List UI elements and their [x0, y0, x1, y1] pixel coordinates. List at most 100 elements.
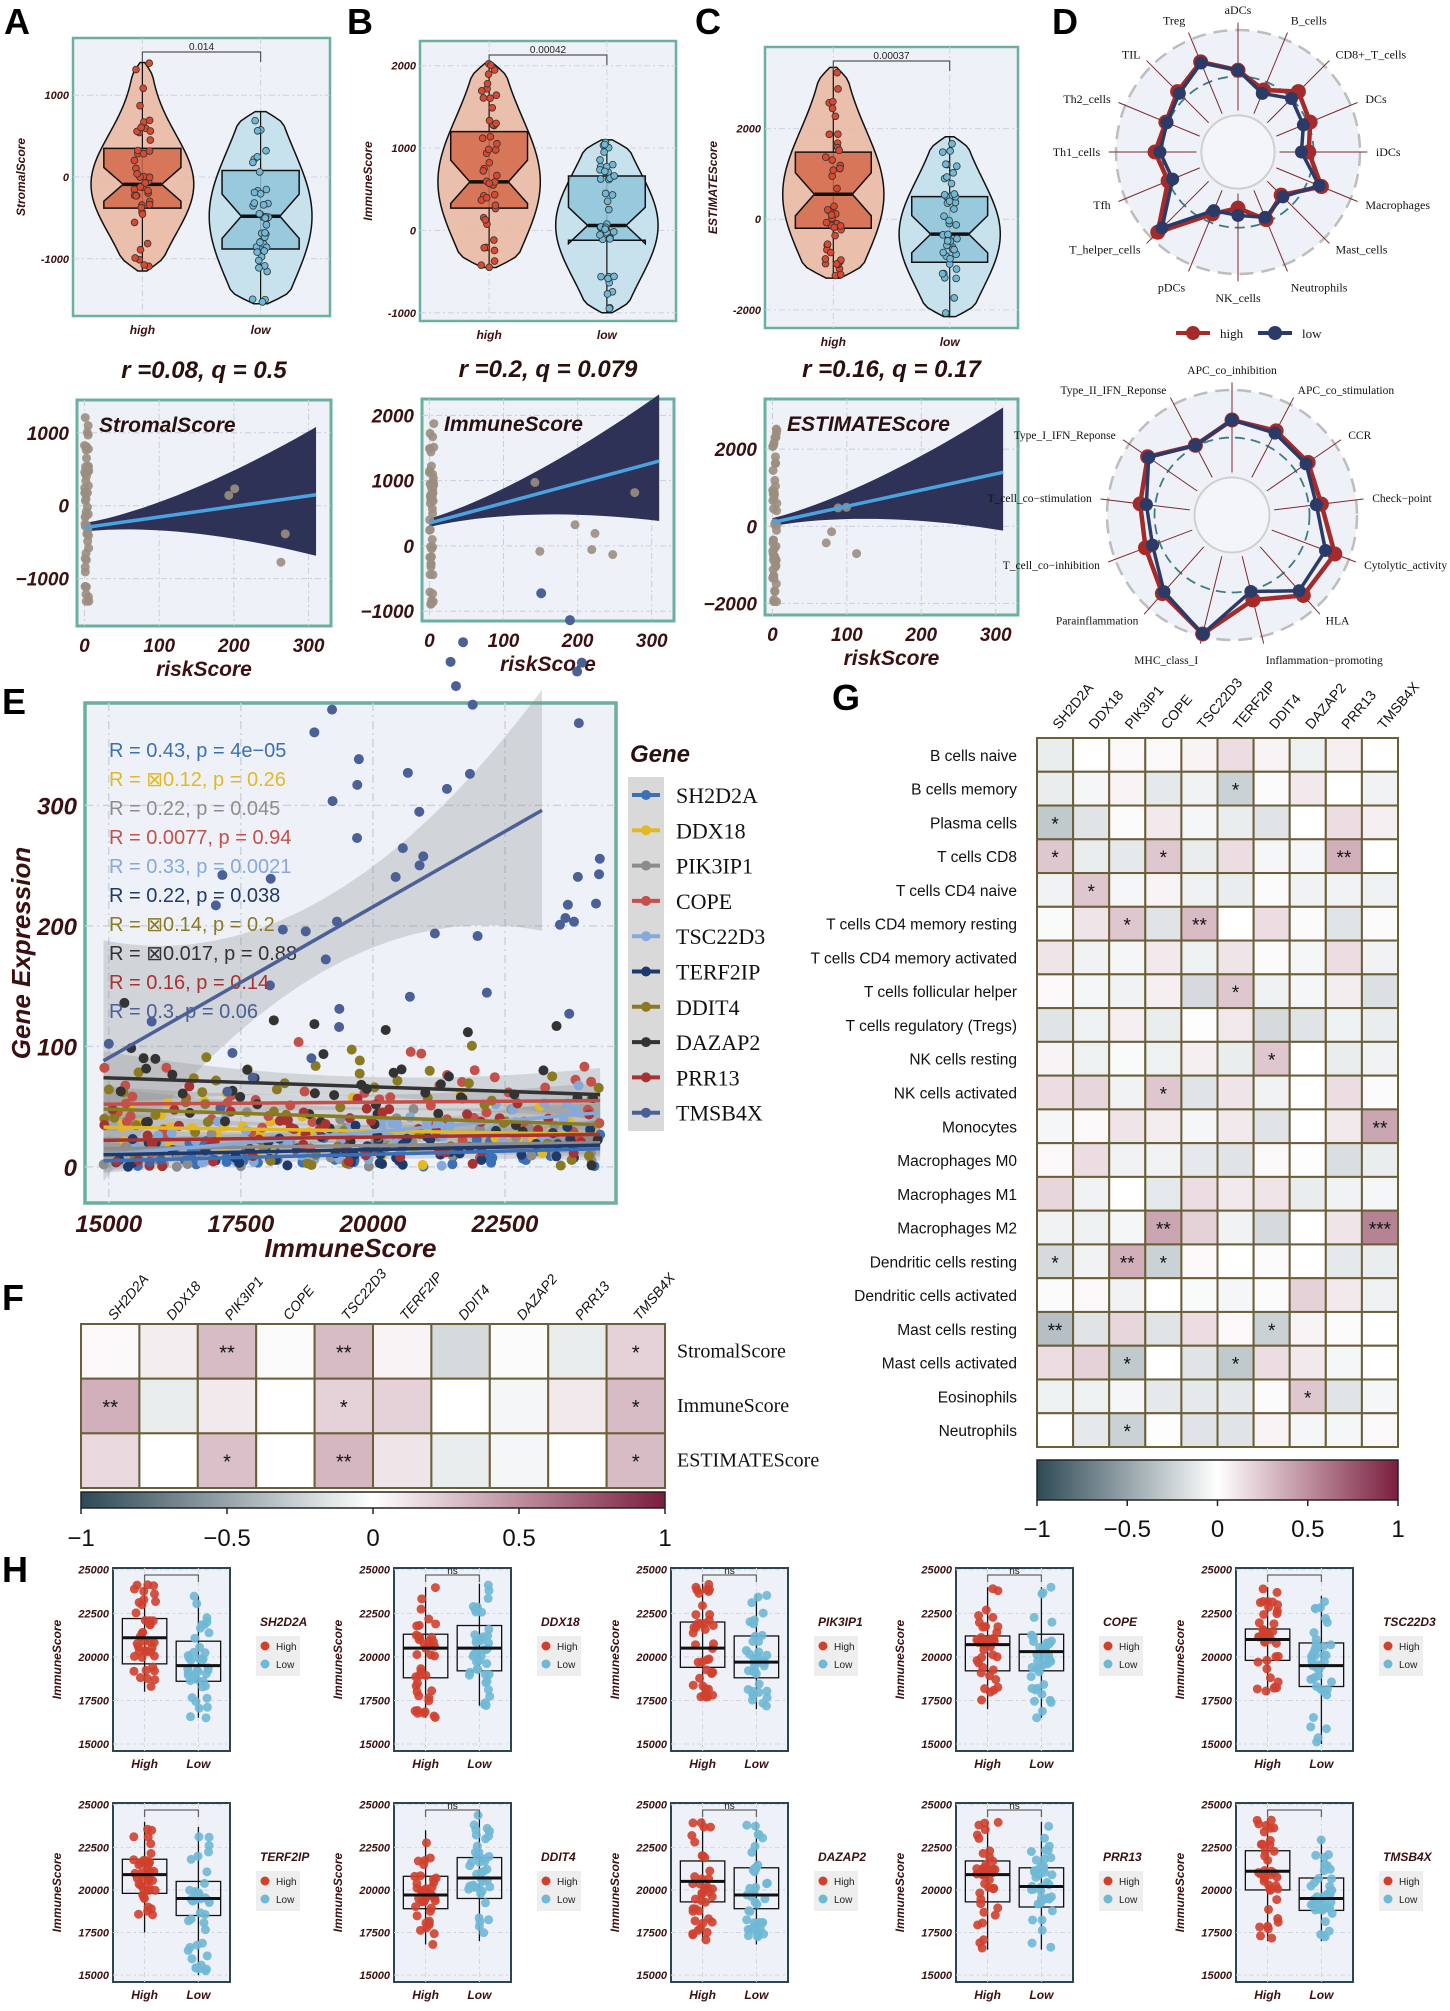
x-axis-label: riskScore [844, 647, 940, 670]
heatmap-cell [1216, 872, 1255, 908]
data-point [834, 130, 842, 138]
data-point-TMSB4X [390, 872, 401, 883]
heatmap-cell [605, 1377, 666, 1435]
data-point [1309, 1899, 1319, 1909]
data-point [1263, 1904, 1273, 1914]
data-point [146, 1839, 156, 1849]
data-point [1261, 1686, 1271, 1696]
data-point-PRR13 [462, 1109, 473, 1120]
heatmap-cell [1036, 1175, 1075, 1212]
heatmap-cell [1108, 1277, 1147, 1313]
y-tick-label: 2000 [391, 61, 417, 73]
data-point [251, 116, 259, 125]
heatmap-cell [196, 1377, 258, 1435]
radar-point-low [1294, 145, 1308, 159]
heatmap-cell [1252, 872, 1291, 908]
data-point-DDIT4 [109, 1112, 120, 1123]
x-tick-label: 300 [293, 636, 325, 657]
x-tick-label: 200 [217, 636, 250, 657]
heatmap-cell [1108, 804, 1147, 841]
heatmap-cell [1324, 1412, 1363, 1448]
data-point [199, 1878, 209, 1888]
heatmap-cell [1324, 804, 1363, 841]
data-point [993, 1817, 1003, 1827]
legend-marker-low [1268, 326, 1282, 340]
fit-line-SH2D2A [103, 1147, 601, 1163]
data-point [204, 1840, 214, 1850]
data-point [1039, 1863, 1049, 1873]
heatmap-cell [1252, 1209, 1291, 1246]
data-point [191, 1963, 201, 1973]
data-point [1031, 1664, 1041, 1674]
radar-axis-label: Neutrophils [1291, 280, 1348, 294]
heatmap-cell [1108, 1310, 1147, 1347]
data-point [1327, 1874, 1337, 1884]
x-tick-label: High [974, 1757, 1001, 1771]
data-point-DAZAP2 [235, 1091, 246, 1102]
data-point [425, 570, 435, 580]
y-tick-label: 15000 [359, 1970, 390, 1982]
data-point [466, 1857, 476, 1867]
heatmap-cell [138, 1432, 199, 1490]
heatmap-cell [1324, 1142, 1363, 1178]
radar-point-low [1319, 543, 1333, 557]
data-point [852, 549, 862, 559]
heatmap-cell [1360, 973, 1400, 1010]
data-point [828, 156, 837, 164]
data-point [483, 1593, 493, 1603]
data-point [699, 1690, 709, 1700]
heatmap-cell [1180, 1040, 1219, 1077]
data-point [1027, 1683, 1037, 1693]
y-tick-label: 22500 [1200, 1842, 1232, 1854]
data-point [980, 1879, 990, 1889]
data-point-TMSB4X [309, 727, 320, 738]
heatmap-cell [1324, 770, 1363, 807]
data-point [491, 146, 500, 154]
data-point [486, 61, 495, 69]
heatmap-cell [1108, 1040, 1147, 1077]
data-point [82, 502, 92, 512]
data-point-TMSB4X [103, 1038, 114, 1049]
data-point [280, 529, 290, 539]
y-axis-label: StromalScore [14, 138, 28, 216]
radar-point-low [1194, 56, 1208, 70]
data-point [1046, 1942, 1056, 1952]
data-point [1037, 1689, 1047, 1699]
legend-title: DDIT4 [541, 1850, 576, 1864]
data-point [412, 1911, 422, 1921]
radar-axis-label: HLA [1326, 616, 1350, 628]
data-point-TMSB4X [573, 718, 584, 729]
data-point-COPE [579, 1061, 590, 1072]
confidence-band [84, 426, 317, 556]
data-point [425, 428, 435, 438]
data-point [424, 1614, 434, 1624]
row-label: Mast cells resting [897, 1322, 1017, 1339]
data-point-TMSB4X [472, 931, 483, 942]
data-point [254, 256, 263, 265]
data-point [836, 222, 845, 230]
data-point [978, 1918, 988, 1928]
heatmap-cell [1252, 973, 1291, 1010]
data-point [490, 257, 499, 265]
x-tick-label: Low [467, 1757, 492, 1771]
significance-stars: * [1124, 1422, 1132, 1443]
y-tick-label: 2000 [714, 440, 758, 461]
heatmap-cell [1072, 939, 1111, 976]
heatmap-cell [1180, 737, 1219, 773]
heatmap-cell [1180, 1209, 1219, 1246]
data-point [202, 1951, 212, 1961]
radar-point-low [1139, 498, 1153, 512]
notched-box-low [910, 195, 989, 264]
data-point [836, 164, 844, 173]
y-tick-label: −1000 [16, 570, 70, 591]
data-point [707, 1892, 717, 1902]
heatmap-cell [1216, 1344, 1255, 1381]
column-label: PIK3IP1 [221, 1273, 266, 1323]
data-point-TMSB4X [247, 1072, 258, 1083]
heatmap-cell [1288, 1243, 1327, 1280]
heatmap-cell [1360, 1310, 1400, 1347]
heatmap-cell [1144, 1344, 1183, 1381]
heatmap-cell [1324, 1209, 1363, 1246]
data-point [425, 587, 435, 597]
p-value-label: 0.014 [189, 42, 214, 53]
